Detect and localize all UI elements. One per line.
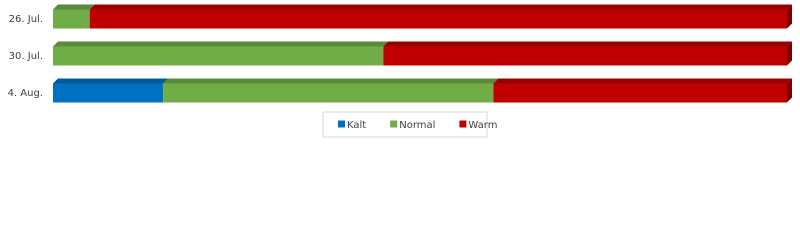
legend-swatch bbox=[390, 120, 398, 128]
bar bbox=[163, 83, 494, 103]
chart: 26. Jul. 30. Jul. 4. Aug. Kalt Normal Warm bbox=[8, 4, 792, 138]
bar-depth-shade bbox=[787, 4, 792, 29]
bar bbox=[89, 9, 787, 29]
legend-swatch bbox=[338, 120, 345, 128]
bar-depth bbox=[53, 41, 389, 47]
bar-depth bbox=[53, 78, 169, 84]
bar-depth bbox=[163, 78, 499, 84]
bar-depth bbox=[383, 41, 792, 47]
bar-depth-shade bbox=[383, 41, 792, 47]
bar-depth-shade bbox=[163, 78, 499, 84]
bar-depth-shade bbox=[787, 41, 792, 66]
bar-depth-shade bbox=[89, 4, 792, 10]
legend-label: Kalt bbox=[347, 120, 366, 131]
bar bbox=[53, 46, 384, 66]
legend-label: Warm bbox=[468, 120, 497, 131]
bar-depth bbox=[89, 4, 792, 10]
bar bbox=[53, 9, 90, 29]
bar-depth bbox=[787, 4, 792, 29]
bar-depth-shade bbox=[53, 41, 389, 47]
legend-label: Normal bbox=[399, 120, 435, 131]
legend: Kalt Normal Warm bbox=[322, 111, 497, 138]
bar-depth-shade bbox=[53, 4, 95, 10]
bar-depth bbox=[53, 4, 95, 10]
bar bbox=[493, 83, 787, 103]
bar bbox=[53, 83, 164, 103]
bar-depth bbox=[787, 41, 792, 66]
legend-swatch bbox=[459, 120, 467, 128]
bar-depth-shade bbox=[53, 78, 169, 84]
bar-depth bbox=[787, 78, 792, 103]
y-tick-label: 26. Jul. bbox=[9, 14, 43, 25]
bar-depth bbox=[493, 78, 792, 84]
bar bbox=[383, 46, 787, 66]
y-tick-label: 30. Jul. bbox=[9, 51, 43, 62]
bar-depth-shade bbox=[493, 78, 792, 84]
bar-depth-shade bbox=[787, 78, 792, 103]
y-tick-label: 4. Aug. bbox=[8, 88, 43, 99]
